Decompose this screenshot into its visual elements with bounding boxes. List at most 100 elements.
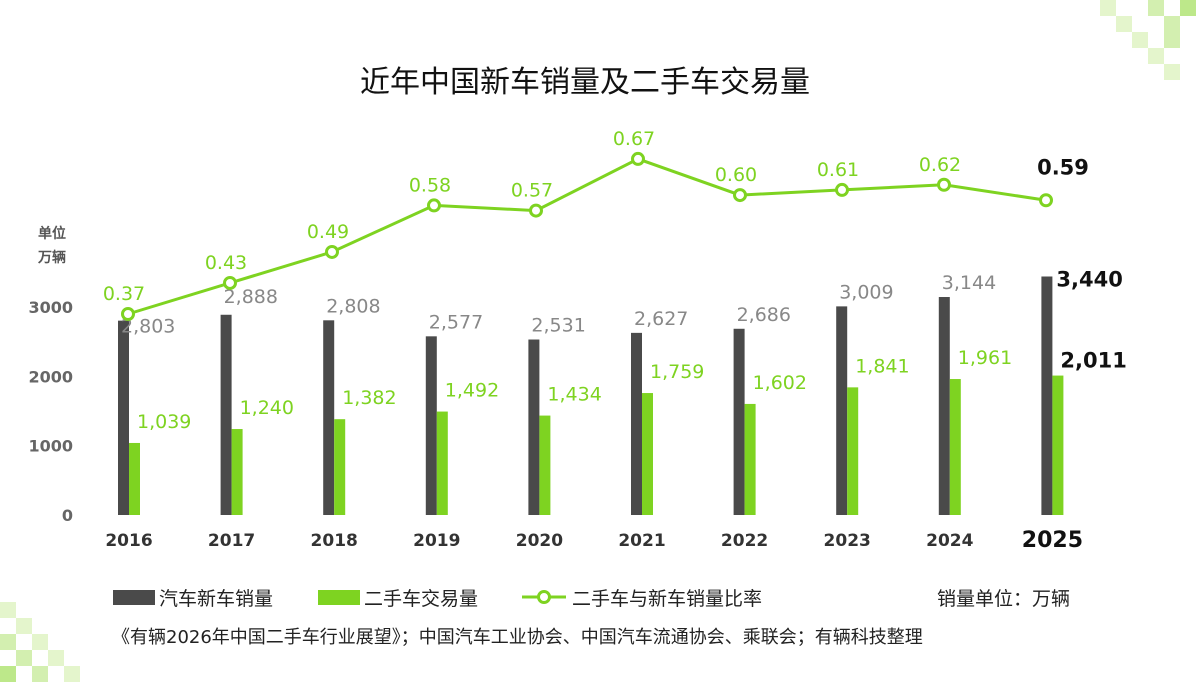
ratio-point xyxy=(325,244,339,259)
x-tick-label: 2019 xyxy=(413,531,460,551)
ratio-point xyxy=(529,203,543,218)
decor-square xyxy=(0,602,16,618)
decor-square xyxy=(32,666,48,682)
decor-square xyxy=(1100,0,1116,16)
ratio-data-label: 0.43 xyxy=(205,252,247,274)
decor-square xyxy=(1148,0,1164,16)
x-tick-label: 2016 xyxy=(105,531,152,551)
ratio-data-label: 0.62 xyxy=(919,154,961,176)
y-tick-label: 3000 xyxy=(28,298,73,317)
bar-used-car-transactions xyxy=(129,442,140,515)
new-car-data-label: 2,577 xyxy=(429,311,483,333)
bar-used-car-transactions xyxy=(1052,375,1064,515)
new-car-data-label: 2,627 xyxy=(634,308,688,330)
ratio-point xyxy=(121,307,135,321)
y-tick-label: 0 xyxy=(62,506,73,525)
bar-used-car-transactions xyxy=(949,379,961,515)
chart-title: 近年中国新车销量及二手车交易量 xyxy=(360,65,810,100)
new-car-data-label: 2,531 xyxy=(531,315,585,337)
x-tick-label: 2024 xyxy=(926,531,973,551)
used-car-data-label: 1,039 xyxy=(137,411,191,433)
decor-square xyxy=(0,634,16,650)
decor-square xyxy=(48,650,64,666)
y-axis-label: 单位 xyxy=(38,225,66,242)
bar-used-car-transactions xyxy=(847,387,859,515)
bar-new-car-sales xyxy=(836,306,848,515)
bar-used-car-transactions xyxy=(744,403,756,515)
used-car-data-label: 1,382 xyxy=(342,387,396,409)
decor-square xyxy=(16,650,32,666)
ratio-point xyxy=(631,151,645,166)
x-tick-label: 2020 xyxy=(516,531,563,551)
ratio-point xyxy=(937,177,951,192)
decor-square xyxy=(32,634,48,650)
legend-swatch-used-car xyxy=(318,590,360,605)
bar-new-car-sales xyxy=(631,332,642,515)
source-note: 《有辆2026年中国二手车行业展望》；中国汽车工业协会、中国汽车流通协会、乘联会… xyxy=(112,627,923,648)
new-car-data-label: 2,803 xyxy=(121,316,175,338)
ratio-data-label: 0.59 xyxy=(1037,155,1089,179)
ratio-data-label: 0.49 xyxy=(307,221,349,243)
ratio-data-label: 0.61 xyxy=(817,159,859,181)
y-axis-label: 万辆 xyxy=(37,249,66,266)
bar-used-car-transactions xyxy=(642,393,653,515)
new-car-data-label: 2,888 xyxy=(224,286,278,308)
ratio-point xyxy=(835,182,849,197)
decor-square xyxy=(1164,64,1180,80)
used-car-data-label: 1,492 xyxy=(445,380,499,402)
bar-used-car-transactions xyxy=(334,419,346,515)
new-car-data-label: 3,009 xyxy=(839,281,893,303)
decor-square xyxy=(64,666,80,682)
unit-note: 销量单位：万辆 xyxy=(937,588,1070,610)
x-tick-label: 2021 xyxy=(618,531,665,551)
y-tick-label: 1000 xyxy=(28,437,73,456)
bar-new-car-sales xyxy=(528,339,540,515)
bar-used-car-transactions xyxy=(539,415,551,515)
bar-new-car-sales xyxy=(323,320,335,515)
used-car-data-label: 1,841 xyxy=(855,355,909,377)
bar-new-car-sales xyxy=(938,297,950,515)
x-tick-label: 2017 xyxy=(208,531,255,551)
ratio-point xyxy=(1039,193,1053,208)
bar-new-car-sales xyxy=(220,314,232,515)
decor-square xyxy=(1164,16,1180,32)
legend-label: 二手车与新车销量比率 xyxy=(572,588,762,610)
bar-used-car-transactions xyxy=(436,411,448,515)
x-tick-label: 2022 xyxy=(721,531,768,551)
used-car-data-label: 1,434 xyxy=(547,384,601,406)
decor-square xyxy=(1164,32,1180,48)
used-car-data-label: 1,240 xyxy=(240,397,294,419)
decor-square xyxy=(1180,0,1196,16)
ratio-data-label: 0.37 xyxy=(103,283,145,305)
bar-new-car-sales xyxy=(425,336,437,515)
new-car-data-label: 2,686 xyxy=(737,304,791,326)
x-tick-label: 2018 xyxy=(311,531,358,551)
bar-new-car-sales xyxy=(1041,276,1053,515)
legend-label: 汽车新车销量 xyxy=(159,588,273,610)
bar-used-car-transactions xyxy=(231,429,243,515)
used-car-data-label: 2,011 xyxy=(1060,349,1126,373)
ratio-point xyxy=(733,188,747,203)
legend-ratio-marker xyxy=(537,590,551,604)
new-car-data-label: 3,144 xyxy=(942,272,996,294)
ratio-line xyxy=(127,157,1047,316)
y-tick-label: 2000 xyxy=(28,367,73,386)
bar-new-car-sales xyxy=(118,320,129,515)
decor-square xyxy=(0,666,16,682)
decor-square xyxy=(1116,16,1132,32)
used-car-data-label: 1,961 xyxy=(958,347,1012,369)
ratio-data-label: 0.60 xyxy=(715,164,757,186)
ratio-point xyxy=(223,275,237,290)
new-car-data-label: 2,808 xyxy=(326,295,380,317)
decor-square xyxy=(16,618,32,634)
ratio-point xyxy=(427,198,441,213)
new-car-data-label: 3,440 xyxy=(1056,267,1122,291)
decor-square xyxy=(1148,48,1164,64)
ratio-data-label: 0.57 xyxy=(511,180,553,202)
used-car-data-label: 1,602 xyxy=(753,372,807,394)
legend-label: 二手车交易量 xyxy=(364,588,478,610)
used-car-data-label: 1,759 xyxy=(650,361,704,383)
ratio-data-label: 0.67 xyxy=(613,128,655,150)
